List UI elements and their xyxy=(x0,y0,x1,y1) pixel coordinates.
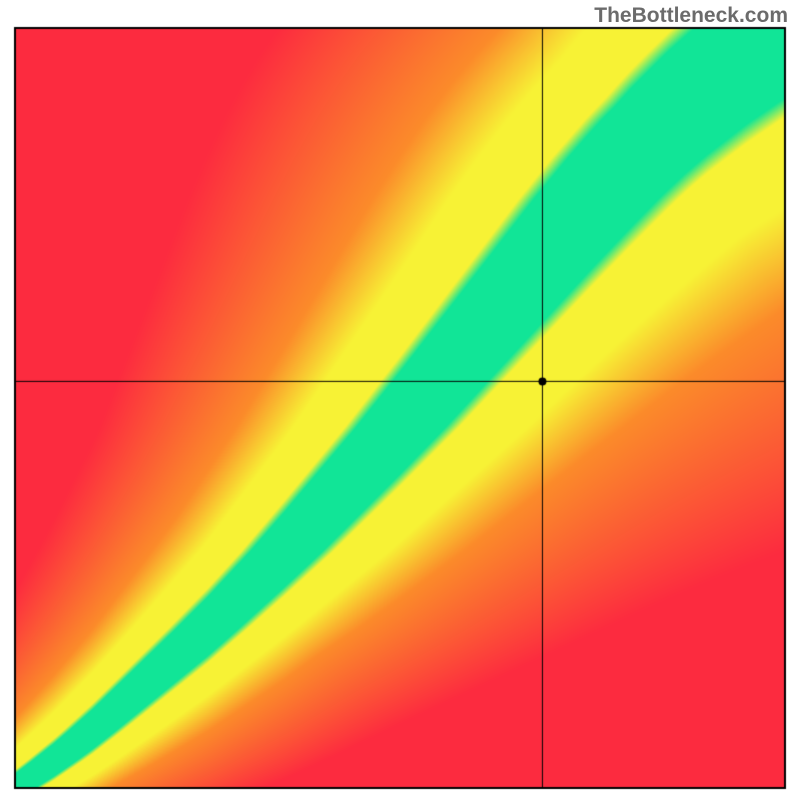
watermark-text: TheBottleneck.com xyxy=(594,4,788,28)
chart-container: TheBottleneck.com xyxy=(0,0,800,800)
bottleneck-heatmap xyxy=(0,0,800,800)
